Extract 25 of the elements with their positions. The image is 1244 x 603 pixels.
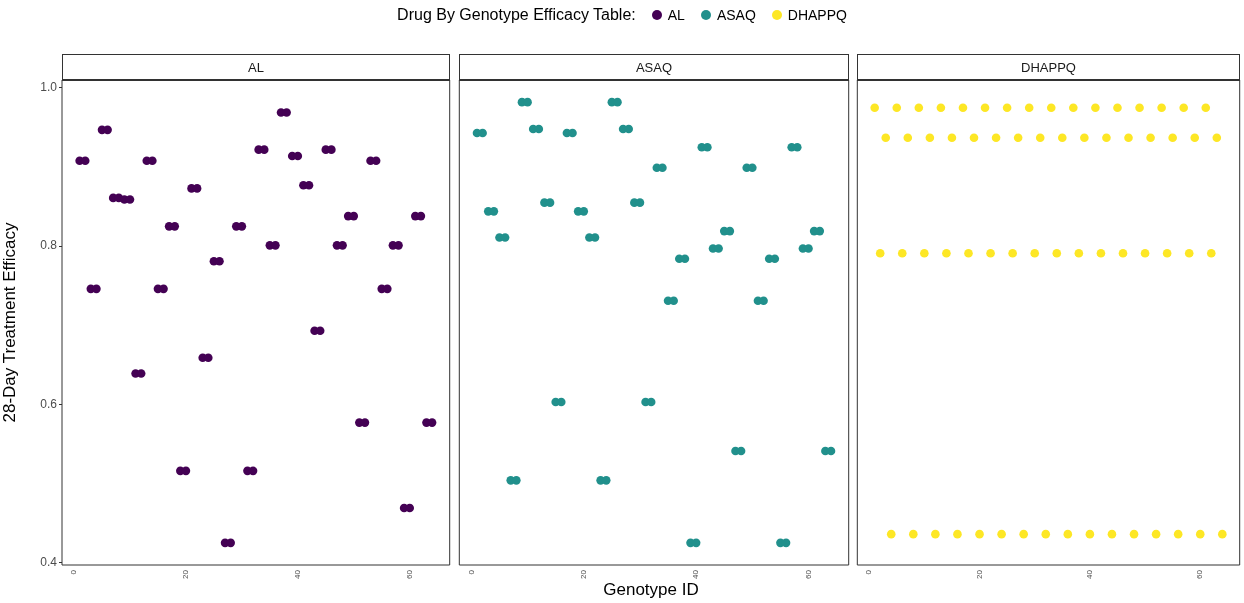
y-tick-label: 0.6 [40,396,58,411]
x-tick-label: 0 [69,569,79,575]
y-tick-label: 1.0 [40,80,58,95]
legend-label: ASAQ [716,7,756,23]
y-tick-label: 0.8 [40,238,58,253]
x-tick-label: 40 [1085,569,1095,579]
x-axis-title: Genotype ID [602,580,700,600]
x-tick-label: 20 [578,569,588,579]
x-tick-label: 0 [466,569,476,575]
x-tick-label: 60 [1195,569,1205,579]
chart-title: DHAPPQ [857,54,1240,81]
legend-title: Drug By Genotype Efficacy Table: [397,6,636,24]
chart-title: ASAQ [459,54,849,81]
x-tick-label: 60 [404,569,414,579]
x-tick-label: 20 [974,569,984,579]
x-tick-label: 60 [803,569,813,579]
legend-label: DHAPPQ [787,7,847,23]
x-tick-label: 40 [293,569,303,579]
y-axis-title: 28-Day Treatment Efficacy [0,222,19,423]
chart-title: AL [62,54,450,81]
legend-label: AL [667,7,685,23]
x-tick-label: 40 [691,569,701,579]
x-tick-label: 0 [864,569,874,575]
y-tick-label: 0.4 [40,554,58,569]
x-tick-label: 20 [181,569,191,579]
